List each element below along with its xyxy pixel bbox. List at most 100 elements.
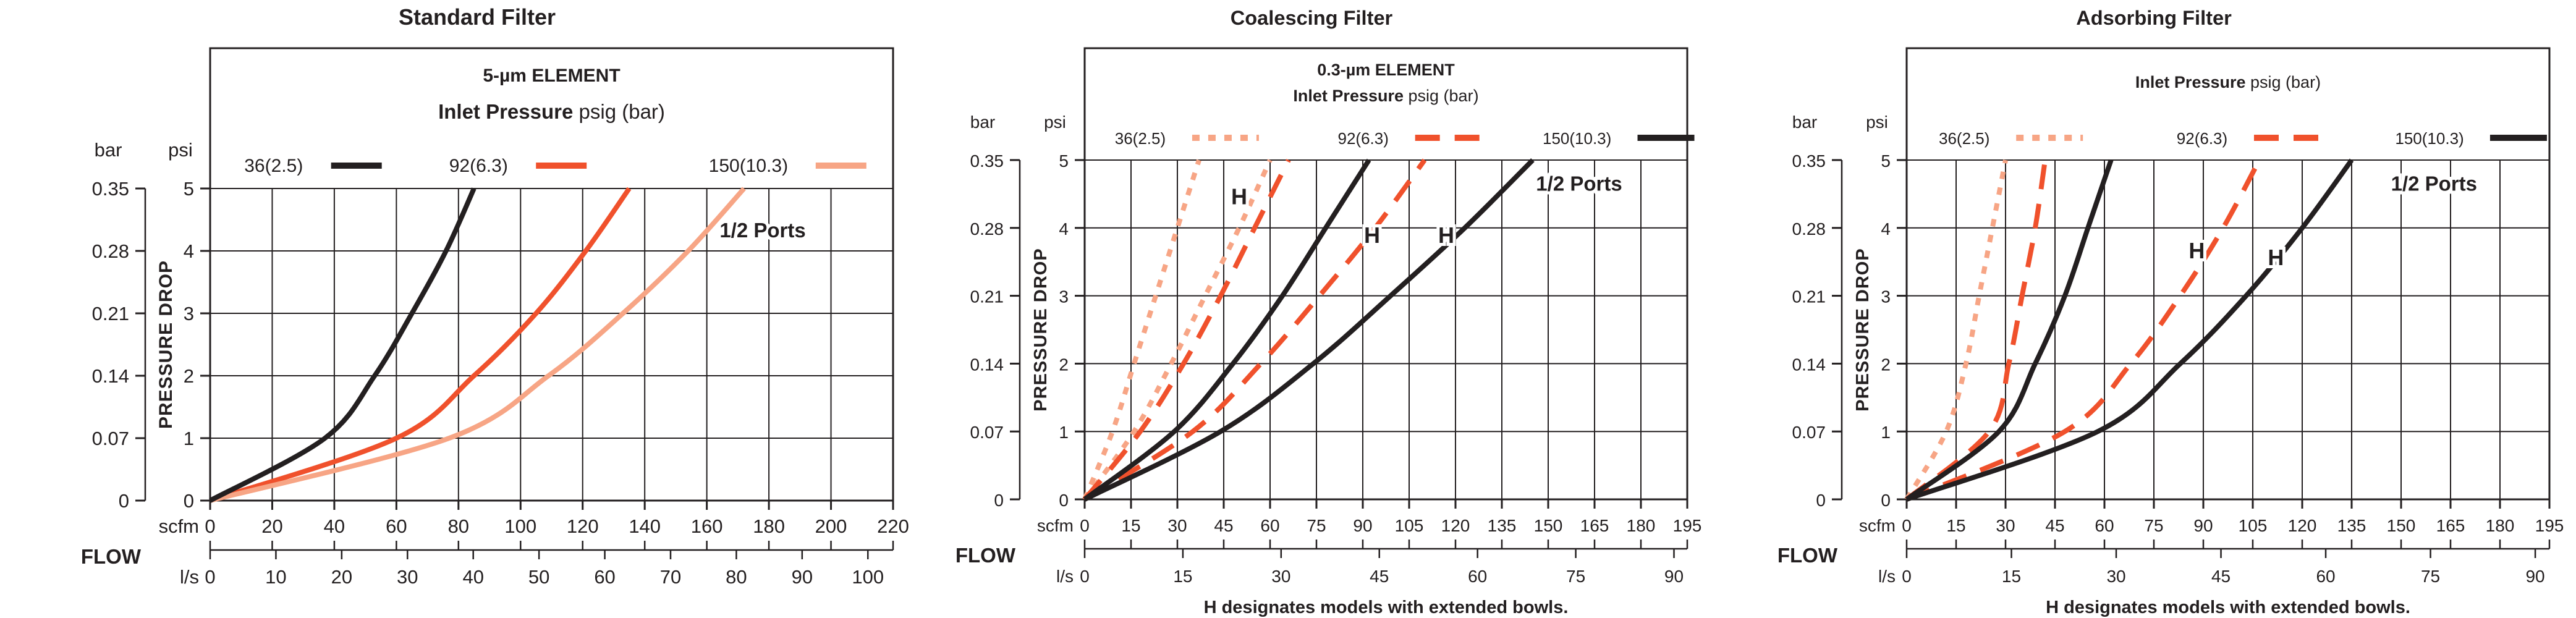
scfm-tick-label: 20 [261, 515, 282, 537]
bar-tick-label: 0.21 [1792, 287, 1826, 307]
plot-border [1905, 47, 2551, 501]
psi-unit-label: psi [1866, 112, 1888, 132]
element-label: 5-µm ELEMENT [483, 66, 620, 86]
scfm-tick-label: 195 [1673, 516, 1702, 535]
scfm-tick-label: 160 [691, 515, 723, 537]
scfm-tick-label: 100 [504, 515, 536, 537]
bar-tick-label: 0 [119, 490, 129, 512]
scfm-tick-label: 45 [2045, 516, 2064, 535]
ls-tick-label: 75 [2421, 567, 2440, 586]
curve-36-2-5-h [1082, 159, 1273, 501]
bar-tick-label: 0.21 [970, 287, 1004, 307]
bar-tick-label: 0.35 [92, 178, 129, 200]
bar-tick-label: 0.14 [92, 365, 129, 387]
plot-border [1083, 47, 1688, 501]
scfm-tick-label: 165 [2436, 516, 2465, 535]
extended-bowls-footnote: H designates models with extended bowls. [1204, 598, 1569, 617]
ls-tick-label: 15 [2002, 567, 2021, 586]
curve-36-2-5- [1082, 159, 1201, 501]
curve-92-6-3- [1082, 159, 1291, 501]
scfm-tick-label: 135 [2337, 516, 2366, 535]
chart-1: Standard Filter 5-µm ELEMENT Inlet Pressur… [81, 4, 909, 588]
scfm-tick-label: 120 [1441, 516, 1470, 535]
scfm-tick-label: 220 [877, 515, 909, 537]
scfm-tick-label: 90 [2193, 516, 2213, 535]
psi-unit-label: psi [168, 139, 193, 161]
pressure-drop-axis-label: PRESSURE DROP [156, 260, 176, 429]
legend-label: 92(6.3) [2177, 129, 2227, 148]
psi-tick-label: 2 [184, 365, 194, 387]
psi-tick-label: 5 [1881, 151, 1891, 171]
legend-label: 150(10.3) [709, 156, 788, 176]
scfm-unit-label: scfm [159, 515, 199, 537]
ls-tick-label: 30 [2106, 567, 2125, 586]
ls-tick-label: 100 [852, 566, 884, 588]
ls-tick-label: 30 [397, 566, 418, 588]
ports-size-label: 1/2 Ports [719, 219, 805, 242]
ls-tick-label: 60 [594, 566, 615, 588]
chart-3: Adsorbing Filter Inlet Pressure psig (bar… [1777, 6, 2564, 617]
psi-tick-label: 0 [1059, 491, 1069, 510]
scfm-tick-label: 75 [1307, 516, 1326, 535]
element-label: 0.3-µm ELEMENT [1317, 61, 1455, 79]
psi-tick-label: 2 [1881, 355, 1891, 374]
scfm-tick-label: 165 [1580, 516, 1609, 535]
scfm-unit-label: scfm [1859, 516, 1896, 535]
ls-tick-label: 45 [1370, 567, 1389, 586]
scfm-tick-label: 105 [1395, 516, 1424, 535]
legend-label: 36(2.5) [1115, 129, 1166, 148]
scfm-tick-label: 60 [1260, 516, 1279, 535]
ports-size-label: 1/2 Ports [2391, 172, 2477, 195]
chart-title: Adsorbing Filter [2076, 6, 2232, 29]
inlet-header-bold: Inlet Pressure [1293, 87, 1404, 105]
flow-axis-label: FLOW [955, 544, 1016, 567]
curve-92-6-3-h [1905, 159, 2262, 502]
h-extended-bowl-label: H [1438, 222, 1454, 248]
legend-label: 92(6.3) [449, 156, 508, 176]
legend-label: 150(10.3) [1543, 129, 1611, 148]
ls-tick-label: 60 [2316, 567, 2335, 586]
ports-size-label: 1/2 Ports [1536, 172, 1622, 195]
curve-150-10-3-h [1905, 158, 2354, 502]
psi-tick-label: 3 [1881, 287, 1891, 307]
scfm-tick-label: 0 [1080, 516, 1090, 535]
scfm-tick-label: 180 [2486, 516, 2515, 535]
plot-border [209, 47, 894, 502]
ls-unit-label: l/s [1878, 567, 1896, 586]
scfm-unit-label: scfm [1037, 516, 1074, 535]
ls-tick-label: 0 [1902, 567, 1912, 586]
ls-tick-label: 15 [1173, 567, 1192, 586]
inlet-header-bold: Inlet Pressure [438, 100, 573, 123]
ls-tick-label: 90 [2525, 567, 2544, 586]
legend-label: 92(6.3) [1338, 129, 1389, 148]
ls-tick-label: 60 [1468, 567, 1487, 586]
inlet-header-normal: psig (bar) [573, 100, 665, 123]
bar-tick-label: 0.07 [1792, 423, 1826, 442]
psi-tick-label: 2 [1059, 355, 1069, 374]
inlet-pressure-header: Inlet Pressure psig (bar) [438, 100, 665, 123]
scfm-tick-label: 30 [1167, 516, 1187, 535]
curve-36-2-5- [1904, 159, 2008, 501]
legend-label: 36(2.5) [244, 156, 303, 176]
bar-tick-label: 0 [1816, 491, 1826, 510]
scfm-tick-label: 120 [2288, 516, 2317, 535]
curve-150-10-3- [1905, 159, 2114, 502]
psi-tick-label: 3 [1059, 287, 1069, 307]
bar-tick-label: 0 [994, 491, 1004, 510]
pressure-drop-axis-label: PRESSURE DROP [1031, 248, 1051, 411]
curve-150-10-3- [209, 187, 746, 503]
psi-tick-label: 4 [1881, 219, 1891, 239]
scfm-tick-label: 90 [1353, 516, 1372, 535]
scfm-tick-label: 180 [753, 515, 785, 537]
pressure-drop-axis-label: PRESSURE DROP [1853, 248, 1873, 411]
ls-tick-label: 90 [792, 566, 813, 588]
psi-tick-label: 4 [1059, 219, 1069, 239]
scfm-tick-label: 40 [324, 515, 345, 537]
scfm-tick-label: 180 [1627, 516, 1656, 535]
bar-unit-label: bar [1792, 112, 1817, 132]
legend-label: 150(10.3) [2395, 129, 2464, 148]
scfm-tick-label: 30 [1996, 516, 2015, 535]
ls-tick-label: 75 [1566, 567, 1585, 586]
scfm-tick-label: 15 [1121, 516, 1140, 535]
ls-tick-label: 50 [528, 566, 549, 588]
